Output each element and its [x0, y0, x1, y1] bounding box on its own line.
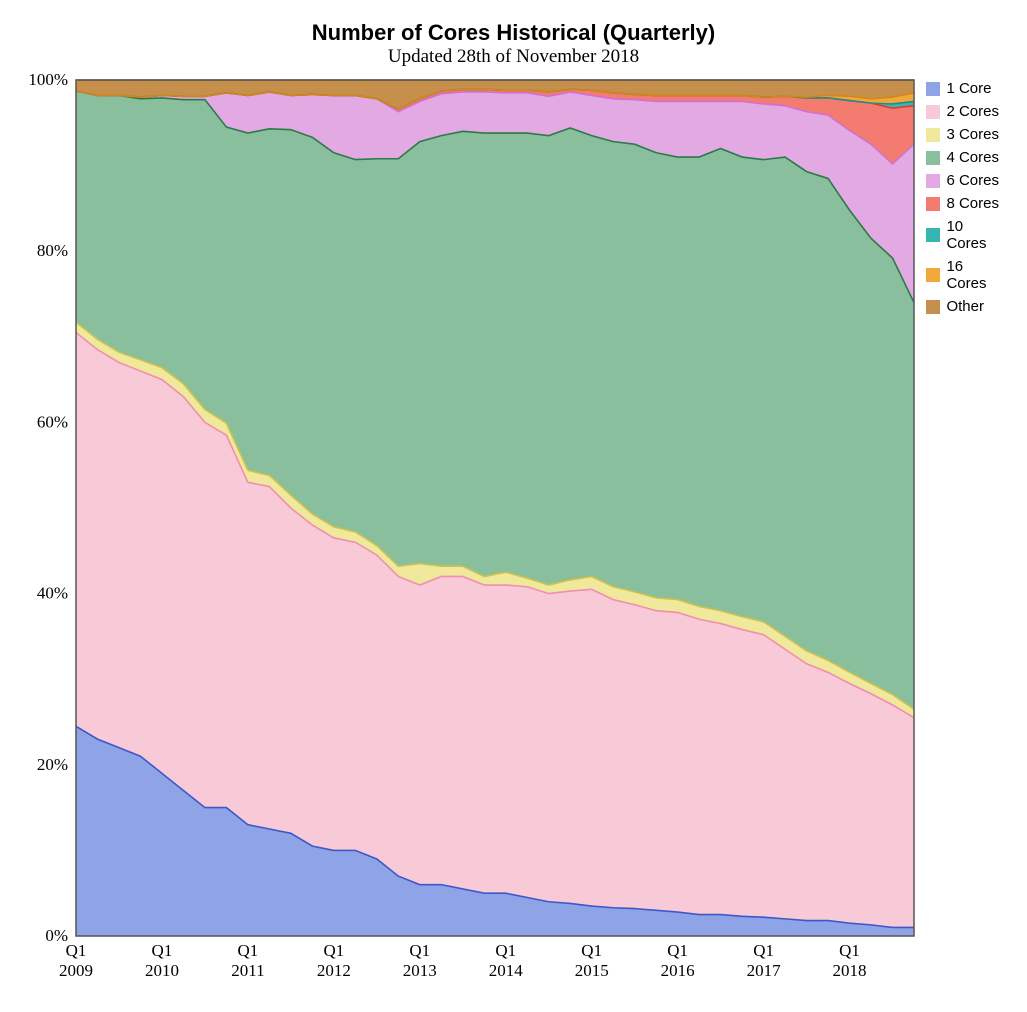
legend-swatch: [926, 82, 940, 96]
ytick-label: 0%: [45, 926, 68, 945]
chart-container: Number of Cores Historical (Quarterly) U…: [20, 20, 1007, 992]
legend-item: 8 Cores: [926, 195, 1007, 212]
ytick-label: 80%: [37, 241, 68, 260]
xtick-q: Q1: [152, 941, 173, 960]
xtick-year: 2014: [489, 961, 524, 980]
xtick-year: 2018: [833, 961, 867, 980]
legend-swatch: [926, 300, 940, 314]
legend-swatch: [926, 151, 940, 165]
legend-swatch: [926, 105, 940, 119]
xtick-q: Q1: [66, 941, 87, 960]
legend-swatch: [926, 128, 940, 142]
legend-label: 3 Cores: [946, 126, 999, 143]
legend-label: 16 Cores: [946, 258, 1007, 292]
chart-subtitle: Updated 28th of November 2018: [20, 46, 1007, 68]
xtick-year: 2012: [317, 961, 351, 980]
ytick-label: 20%: [37, 755, 68, 774]
legend-label: 6 Cores: [946, 172, 999, 189]
legend-label: 8 Cores: [946, 195, 999, 212]
xtick-year: 2013: [403, 961, 437, 980]
xtick-q: Q1: [238, 941, 259, 960]
xtick-q: Q1: [839, 941, 860, 960]
legend-item: 2 Cores: [926, 103, 1007, 120]
legend-item: 1 Core: [926, 80, 1007, 97]
plot-row: 0%20%40%60%80%100%Q12009Q12010Q12011Q120…: [20, 72, 1007, 992]
legend-item: 16 Cores: [926, 258, 1007, 292]
legend-label: 1 Core: [946, 80, 991, 97]
ytick-label: 60%: [37, 412, 68, 431]
xtick-year: 2010: [145, 961, 179, 980]
legend-item: Other: [926, 298, 1007, 315]
xtick-year: 2016: [661, 961, 695, 980]
area-chart: 0%20%40%60%80%100%Q12009Q12010Q12011Q120…: [20, 72, 916, 992]
xtick-q: Q1: [323, 941, 344, 960]
xtick-q: Q1: [409, 941, 430, 960]
xtick-q: Q1: [495, 941, 516, 960]
ytick-label: 100%: [28, 72, 68, 89]
legend-label: Other: [946, 298, 984, 315]
xtick-q: Q1: [581, 941, 602, 960]
xtick-q: Q1: [753, 941, 774, 960]
chart-title: Number of Cores Historical (Quarterly): [20, 20, 1007, 46]
legend-swatch: [926, 228, 940, 242]
legend-swatch: [926, 174, 940, 188]
legend-label: 2 Cores: [946, 103, 999, 120]
titles: Number of Cores Historical (Quarterly) U…: [20, 20, 1007, 68]
legend-item: 4 Cores: [926, 149, 1007, 166]
xtick-year: 2009: [59, 961, 93, 980]
legend-item: 10 Cores: [926, 218, 1007, 252]
xtick-year: 2011: [231, 961, 264, 980]
legend-item: 6 Cores: [926, 172, 1007, 189]
legend-label: 10 Cores: [946, 218, 1007, 252]
xtick-year: 2017: [747, 961, 782, 980]
xtick-year: 2015: [575, 961, 609, 980]
legend-swatch: [926, 197, 940, 211]
legend: 1 Core 2 Cores 3 Cores 4 Cores 6 Cores 8 Core…: [916, 72, 1007, 321]
legend-swatch: [926, 268, 940, 282]
ytick-label: 40%: [37, 584, 68, 603]
legend-label: 4 Cores: [946, 149, 999, 166]
legend-item: 3 Cores: [926, 126, 1007, 143]
xtick-q: Q1: [667, 941, 688, 960]
